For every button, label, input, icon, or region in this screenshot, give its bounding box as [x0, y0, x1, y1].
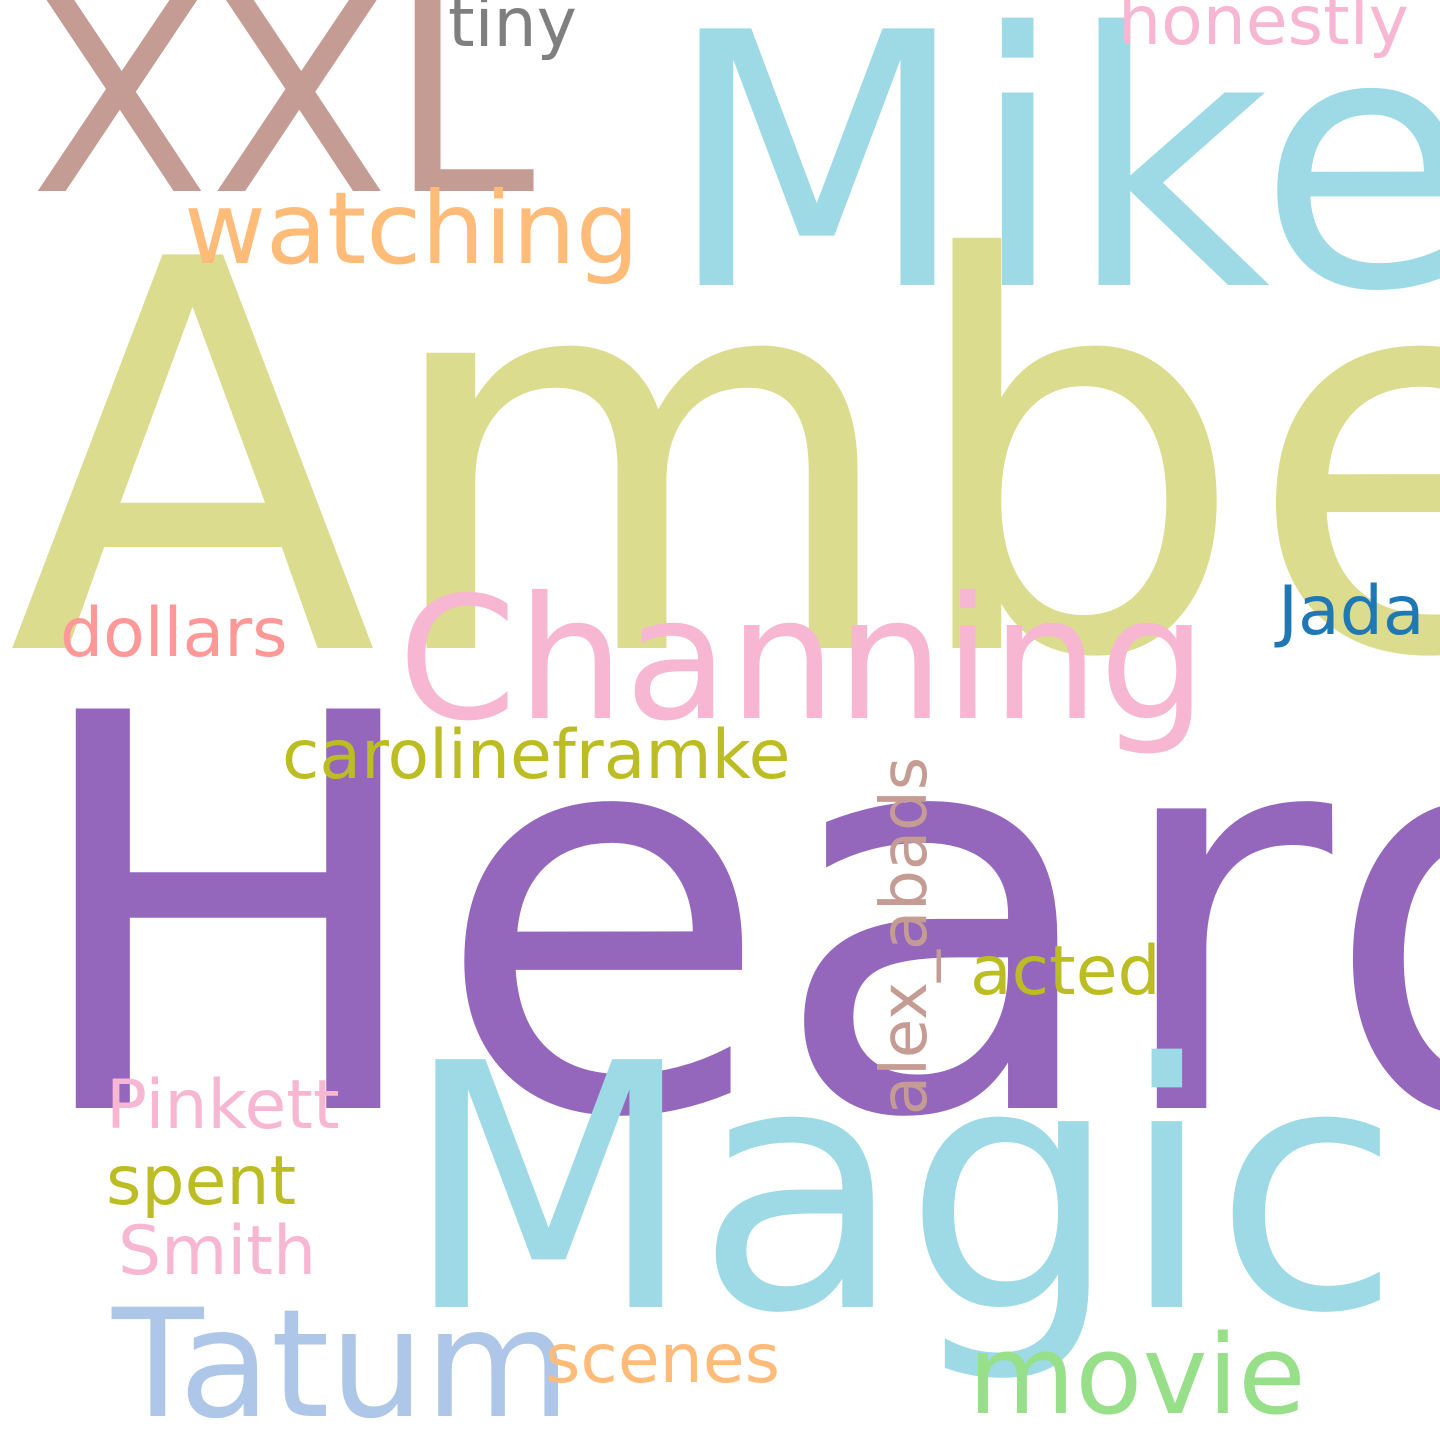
word-mike: Mike: [665, 0, 1440, 369]
word-xxl: XXL: [30, 0, 535, 253]
word-tiny: tiny: [448, 0, 577, 63]
word-amber: Amber: [8, 148, 1440, 776]
word-channing: Channing: [398, 561, 1207, 759]
word-dollars: dollars: [60, 594, 288, 673]
word-movie: movie: [968, 1311, 1306, 1439]
word-heard: Heard: [22, 600, 1440, 1238]
word-spent: spent: [106, 1142, 297, 1221]
word-tatum: Tatum: [112, 1278, 571, 1440]
word-jada: Jada: [1278, 572, 1425, 651]
word-watching: watching: [184, 170, 640, 287]
word-scenes: scenes: [545, 1320, 781, 1399]
word-alex-abads: alex_abads: [868, 756, 942, 1116]
word-pinkett: Pinkett: [106, 1066, 340, 1145]
word-honestly: honestly: [1118, 0, 1409, 61]
word-smith: Smith: [118, 1212, 317, 1291]
word-acted: acted: [970, 932, 1161, 1011]
word-magic: Magic: [402, 992, 1401, 1388]
word-carolineframke: carolineframke: [282, 716, 791, 795]
